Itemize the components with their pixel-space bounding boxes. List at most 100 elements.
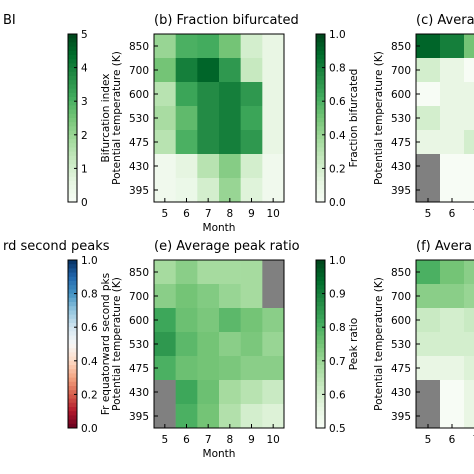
colorbar-segment bbox=[68, 260, 77, 265]
colorbar-segment bbox=[316, 193, 325, 199]
colorbar-segment bbox=[316, 147, 325, 152]
y-tick-label: 530 bbox=[129, 113, 149, 125]
x-tick-label: 5 bbox=[161, 208, 168, 220]
y-tick-label: 430 bbox=[391, 161, 411, 173]
colorbar-segment bbox=[68, 42, 77, 47]
colorbar-segment bbox=[316, 59, 325, 64]
heatmap-cell bbox=[440, 284, 465, 309]
heatmap-cell bbox=[416, 106, 441, 131]
colorbar-segment bbox=[68, 281, 77, 286]
heatmap-cell bbox=[262, 332, 285, 357]
heatmap-cell bbox=[416, 356, 441, 381]
colorbar-frame bbox=[315, 33, 326, 203]
colorbar-segment bbox=[68, 113, 77, 119]
x-tick-label: 8 bbox=[226, 208, 233, 220]
colorbar-segment bbox=[68, 289, 77, 294]
colorbar-segment bbox=[68, 276, 77, 282]
x-tick-label: 10 bbox=[266, 208, 279, 220]
heatmap-cell bbox=[154, 154, 176, 179]
colorbar-segment bbox=[316, 344, 325, 349]
colorbar-tick-label: 0.4 bbox=[329, 130, 346, 142]
colorbar-segment bbox=[68, 348, 77, 353]
heatmap-cell bbox=[154, 284, 176, 309]
colorbar-label: Fr equatorward second pks bbox=[100, 273, 112, 415]
heatmap-cell bbox=[440, 130, 465, 155]
heatmap-cell bbox=[197, 260, 220, 285]
y-tick-label: 850 bbox=[391, 41, 411, 53]
panel-title: (c) Avera bbox=[416, 13, 474, 28]
colorbar-tick-label: 0.9 bbox=[329, 289, 346, 301]
heatmap-cell bbox=[416, 332, 441, 357]
heatmap-cell bbox=[464, 130, 474, 155]
heatmap-cell bbox=[154, 106, 176, 131]
x-tick-label: 10 bbox=[266, 434, 279, 446]
colorbar-segment bbox=[316, 318, 325, 324]
x-tick-label: 7 bbox=[205, 434, 212, 446]
heatmap-cell bbox=[240, 154, 263, 179]
heatmap-cell bbox=[175, 308, 198, 333]
colorbar-tick-label: 1.0 bbox=[329, 29, 346, 41]
heatmap-cell bbox=[197, 82, 220, 107]
panel-title: (f) Avera bbox=[416, 239, 472, 254]
colorbar-tick-label: 0.4 bbox=[81, 356, 98, 368]
heatmap-cell bbox=[154, 130, 176, 155]
heatmap-cell bbox=[464, 404, 474, 429]
heatmap-cell bbox=[440, 332, 465, 357]
colorbar-segment bbox=[68, 344, 77, 349]
colorbar-segment bbox=[316, 297, 325, 303]
colorbar-segment bbox=[316, 365, 325, 370]
heatmap-cell bbox=[175, 284, 198, 309]
heatmap-cell bbox=[240, 130, 263, 155]
colorbar-segment bbox=[68, 34, 77, 39]
colorbar-segment bbox=[68, 365, 77, 370]
colorbar-tick-label: 1.0 bbox=[81, 255, 98, 267]
colorbar-segment bbox=[68, 63, 77, 68]
heatmap-cell bbox=[219, 356, 241, 381]
x-tick-label: 5 bbox=[161, 434, 168, 446]
heatmap-cell bbox=[416, 380, 441, 405]
heatmap-cell bbox=[219, 260, 241, 285]
y-tick-label: 850 bbox=[129, 267, 149, 279]
colorbar-segment bbox=[68, 377, 77, 383]
heatmap-cell bbox=[464, 178, 474, 203]
colorbar-segment bbox=[68, 193, 77, 199]
colorbar-segment bbox=[316, 189, 325, 194]
heatmap-cell bbox=[175, 106, 198, 131]
colorbar-tick-label: 0.5 bbox=[329, 423, 346, 435]
heatmap-cell bbox=[175, 356, 198, 381]
colorbar-tick-label: 2 bbox=[81, 130, 88, 142]
heatmap-cell bbox=[154, 34, 176, 59]
heatmap-cell bbox=[440, 154, 465, 179]
heatmap-cell bbox=[464, 154, 474, 179]
colorbar-segment bbox=[68, 139, 77, 144]
colorbar-frame bbox=[67, 33, 78, 203]
colorbar-segment bbox=[68, 181, 77, 186]
heatmap-cell bbox=[197, 332, 220, 357]
colorbar-segment bbox=[68, 197, 77, 203]
y-tick-label: 430 bbox=[391, 387, 411, 399]
heatmap-cell bbox=[175, 260, 198, 285]
colorbar-segment bbox=[316, 76, 325, 81]
y-axis-label: Potential temperature (K) bbox=[111, 51, 123, 185]
colorbar-segment bbox=[68, 415, 77, 420]
heatmap-cell bbox=[154, 260, 176, 285]
heatmap-cell bbox=[440, 106, 465, 131]
colorbar-segment bbox=[316, 109, 325, 115]
y-tick-label: 850 bbox=[129, 41, 149, 53]
colorbar-segment bbox=[68, 101, 77, 106]
heatmap-cell bbox=[240, 308, 263, 333]
colorbar-segment bbox=[316, 276, 325, 282]
colorbar-segment bbox=[68, 268, 77, 273]
colorbar-segment bbox=[316, 105, 325, 110]
y-tick-label: 530 bbox=[391, 339, 411, 351]
colorbar-segment bbox=[316, 314, 325, 320]
panel-c: (c) Avera 850 700 600 530 475 430 395 Potential … bbox=[373, 13, 474, 220]
heatmap-cell bbox=[464, 260, 474, 285]
colorbar-segment bbox=[68, 147, 77, 152]
heatmap-cell bbox=[175, 332, 198, 357]
heatmap-cell bbox=[175, 130, 198, 155]
x-tick-label: 9 bbox=[248, 434, 255, 446]
colorbar-segment bbox=[316, 67, 325, 73]
colorbar-segment bbox=[316, 356, 325, 362]
panel-title: (e) Average peak ratio bbox=[154, 239, 300, 254]
